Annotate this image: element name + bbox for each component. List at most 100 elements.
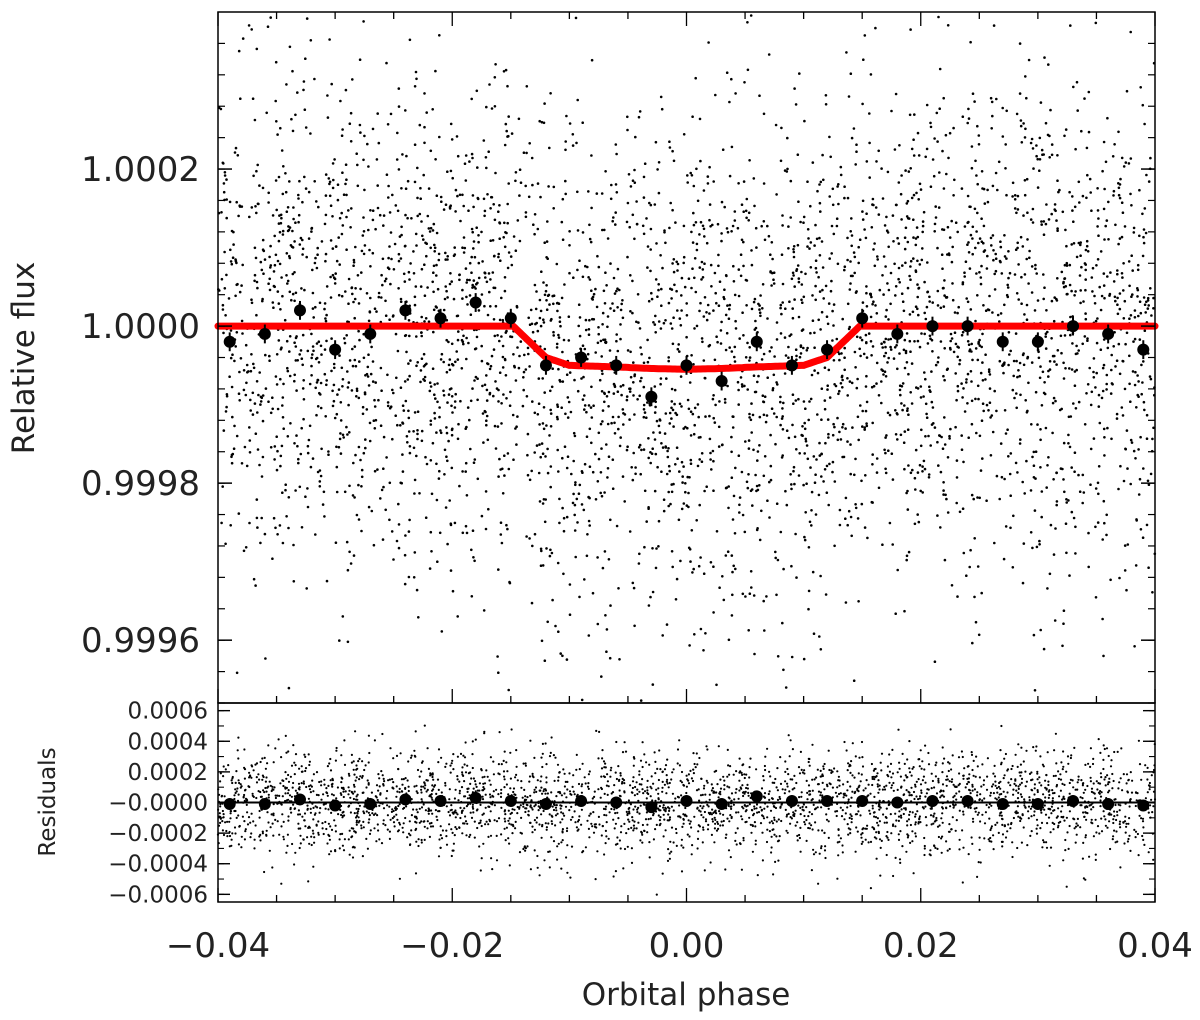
main-data-point — [757, 374, 760, 378]
main-data-point — [714, 93, 717, 97]
main-data-point — [288, 290, 292, 294]
main-data-point — [482, 441, 485, 444]
main-data-point — [678, 402, 682, 406]
main-data-point — [470, 152, 474, 156]
main-data-point — [822, 297, 825, 300]
main-data-point — [643, 411, 647, 414]
main-data-point — [480, 359, 484, 363]
main-data-point — [695, 519, 698, 522]
residual-data-point — [377, 773, 380, 776]
main-data-point — [1033, 689, 1037, 692]
main-data-point — [432, 264, 436, 268]
main-data-point — [343, 337, 346, 340]
main-data-point — [917, 198, 920, 201]
main-data-point — [415, 77, 418, 81]
main-data-point — [225, 405, 228, 409]
main-data-point — [700, 460, 704, 464]
main-data-point — [897, 266, 901, 270]
main-data-point — [611, 302, 614, 305]
main-data-point — [341, 615, 345, 618]
main-data-point — [606, 467, 610, 470]
main-data-point — [581, 121, 584, 124]
main-data-point — [956, 311, 959, 315]
main-data-point — [1142, 467, 1145, 470]
residual-data-point — [370, 791, 373, 794]
main-data-point — [237, 49, 241, 53]
main-data-point — [855, 150, 858, 153]
main-data-point — [541, 564, 545, 567]
residual-data-point — [1065, 885, 1068, 888]
residual-data-point — [450, 828, 453, 831]
main-data-point — [397, 523, 401, 526]
main-data-point — [782, 668, 785, 672]
main-data-point — [1094, 319, 1098, 323]
main-data-point — [590, 154, 593, 157]
main-data-point — [875, 312, 879, 315]
main-data-point — [673, 402, 676, 406]
main-data-point — [1092, 376, 1096, 379]
main-data-point — [982, 409, 985, 413]
main-data-point — [893, 148, 897, 151]
main-data-point — [977, 340, 980, 344]
main-data-point — [814, 266, 818, 270]
main-data-point — [423, 363, 427, 367]
main-data-point — [1143, 122, 1146, 126]
main-data-point — [615, 524, 619, 528]
main-data-point — [1139, 86, 1142, 89]
residual-data-point — [279, 782, 282, 785]
main-data-point — [910, 196, 914, 200]
main-data-point — [503, 289, 507, 293]
residual-data-point — [395, 795, 398, 798]
main-data-point — [968, 349, 971, 353]
main-data-point — [474, 375, 478, 379]
main-data-point — [458, 278, 461, 282]
main-data-point — [836, 416, 839, 420]
main-data-point — [915, 226, 919, 229]
main-data-point — [948, 437, 951, 440]
main-data-point — [280, 444, 284, 448]
main-data-point — [556, 403, 559, 407]
main-data-point — [1131, 293, 1134, 296]
binned-point — [293, 304, 306, 317]
main-data-point — [1020, 302, 1023, 306]
main-data-point — [868, 141, 871, 145]
main-data-point — [847, 95, 851, 98]
residual-data-point — [239, 783, 242, 786]
main-data-point — [629, 350, 632, 354]
main-data-point — [655, 419, 659, 423]
main-data-point — [875, 382, 878, 385]
main-data-point — [1009, 494, 1012, 498]
residual-data-point — [290, 795, 293, 798]
main-data-point — [254, 205, 257, 208]
main-data-point — [1005, 257, 1008, 260]
main-data-point — [263, 532, 267, 536]
main-data-point — [230, 385, 234, 389]
main-data-point — [293, 240, 296, 243]
main-data-point — [640, 352, 643, 356]
main-data-point — [808, 400, 811, 403]
main-data-point — [365, 292, 369, 295]
main-data-point — [873, 264, 877, 268]
main-data-point — [1071, 195, 1074, 198]
main-data-point — [309, 39, 313, 42]
main-data-point — [1110, 382, 1114, 385]
main-data-point — [588, 524, 591, 527]
main-data-point — [432, 290, 435, 294]
main-data-point — [802, 221, 805, 224]
main-data-point — [224, 410, 228, 413]
main-data-point — [230, 262, 234, 266]
main-data-point — [1047, 375, 1050, 378]
main-data-point — [660, 107, 664, 111]
main-data-point — [250, 298, 253, 302]
residual-data-point — [676, 748, 680, 751]
main-data-point — [960, 434, 963, 437]
main-data-point — [475, 335, 479, 339]
residual-data-point — [657, 792, 660, 795]
main-data-point — [831, 339, 834, 342]
main-data-point — [660, 442, 663, 445]
main-data-point — [1035, 545, 1039, 549]
main-data-point — [228, 200, 232, 204]
residual-data-point — [690, 777, 694, 780]
main-data-point — [696, 199, 700, 203]
main-data-point — [542, 321, 546, 324]
